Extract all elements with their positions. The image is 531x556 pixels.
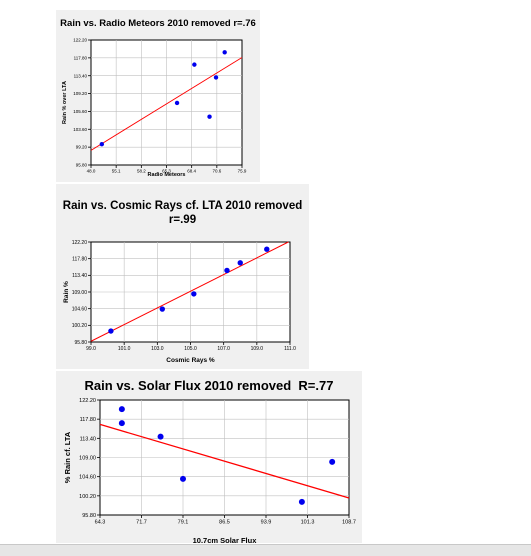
data-point: [118, 420, 125, 427]
x-axis-label: Cosmic Rays %: [166, 357, 215, 364]
x-tick-label: 79.1: [178, 520, 189, 526]
x-tick-label: 99.0: [86, 346, 96, 352]
chart-panel-1: Rain vs. Radio Meteors 2010 removed r=.7…: [56, 10, 260, 182]
x-tick-label: 105.0: [184, 346, 197, 352]
data-point: [329, 458, 336, 465]
trend-line: [90, 57, 243, 151]
data-point: [159, 306, 166, 312]
x-tick-label: 86.5: [219, 520, 230, 526]
data-point: [108, 328, 114, 334]
y-tick-label: 95.80: [76, 163, 88, 168]
trend-line: [99, 423, 350, 499]
data-point: [174, 100, 180, 106]
x-tick-label: 111.0: [284, 346, 296, 352]
chart-title-2: Rain vs. Cosmic Rays cf. LTA 2010 remove…: [62, 200, 303, 226]
x-tick-label: 101.3: [301, 520, 315, 526]
y-tick-label: 109.00: [79, 455, 96, 461]
x-tick-label: 108.7: [342, 520, 356, 526]
y-tick-label: 100.20: [72, 323, 88, 329]
x-tick-label: 93.9: [261, 520, 272, 526]
x-tick-label: 48.0: [87, 169, 96, 174]
x-tick-label: 65.3: [162, 169, 171, 174]
x-tick-label: 107.0: [217, 346, 230, 352]
y-tick-label: 104.60: [72, 306, 88, 312]
y-tick-label: 122.20: [79, 398, 96, 404]
y-tick-label: 113.40: [72, 273, 87, 279]
data-point: [224, 267, 230, 274]
y-tick-label: 122.20: [73, 38, 87, 43]
x-tick-label: 55.1: [112, 169, 121, 174]
chart-title-1: Rain vs. Radio Meteors 2010 removed r=.7…: [60, 18, 256, 29]
data-point: [222, 50, 227, 55]
y-tick-label: 95.80: [82, 513, 96, 519]
chart-panel-3: Rain vs. Solar Flux 2010 removed R=.77 6…: [56, 371, 362, 545]
x-tick-label: 58.2: [137, 169, 146, 174]
x-tick-label: 75.9: [238, 169, 247, 174]
data-point: [118, 406, 125, 413]
x-axis-label: 10.7cm Solar Flux: [193, 536, 258, 545]
x-tick-label: 103.0: [151, 346, 164, 352]
chart-svg-2: 99.0 101.0 103.0 105.0 107.0 109.0 111.0 95.80 1…: [63, 240, 296, 364]
data-point: [213, 75, 219, 80]
y-axis-label: % Rain cf. LTA: [63, 431, 72, 483]
x-tick-label: 71.7: [136, 520, 147, 526]
y-axis-label: Rain % over LTA: [62, 81, 68, 124]
x-axis-label: Radio Meteors: [148, 172, 186, 178]
x-tick-label: 109.0: [251, 346, 264, 352]
x-tick-label: 101.0: [118, 346, 131, 352]
y-tick-label: 103.60: [73, 127, 87, 132]
data-point: [191, 291, 197, 297]
chart-svg-1: 48.0 55.1 58.2 65.3 68.4 70.6 75.9 95.80 99.20 10…: [62, 38, 247, 178]
y-tick-label: 117.80: [74, 55, 88, 60]
y-tick-label: 117.80: [80, 417, 96, 423]
data-point: [237, 260, 243, 266]
trend-line: [90, 241, 289, 342]
data-point: [99, 141, 105, 147]
y-tick-label: 95.80: [74, 340, 87, 346]
y-tick-label: 104.60: [79, 475, 96, 481]
chart-title-3: Rain vs. Solar Flux 2010 removed R=.77: [84, 378, 334, 393]
bottom-scrollbar[interactable]: [0, 544, 531, 556]
data-point: [192, 62, 197, 67]
x-tick-label: 68.4: [187, 169, 196, 174]
data-point: [207, 114, 212, 119]
x-tick-label: 64.3: [95, 520, 106, 526]
y-tick-label: 113.40: [74, 73, 88, 78]
y-tick-label: 100.20: [79, 494, 96, 500]
y-axis-label: Rain %: [63, 281, 70, 303]
y-tick-label: 117.80: [72, 256, 87, 262]
y-tick-label: 109.20: [73, 91, 87, 96]
y-tick-label: 105.60: [73, 109, 87, 114]
data-point: [180, 475, 186, 482]
data-point: [264, 246, 270, 252]
x-tick-label: 70.6: [212, 169, 221, 174]
chart-svg-3: 64.3 71.7 79.1 86.5 93.9 101.3 108.7 95.80 100.2…: [63, 398, 356, 545]
data-point: [157, 433, 164, 440]
y-tick-label: 113.40: [80, 436, 96, 442]
y-tick-label: 122.20: [72, 240, 88, 246]
y-tick-label: 109.00: [72, 290, 88, 296]
data-point: [298, 498, 305, 505]
y-tick-label: 99.20: [76, 145, 88, 150]
chart-panel-2: Rain vs. Cosmic Rays cf. LTA 2010 remove…: [56, 184, 309, 369]
